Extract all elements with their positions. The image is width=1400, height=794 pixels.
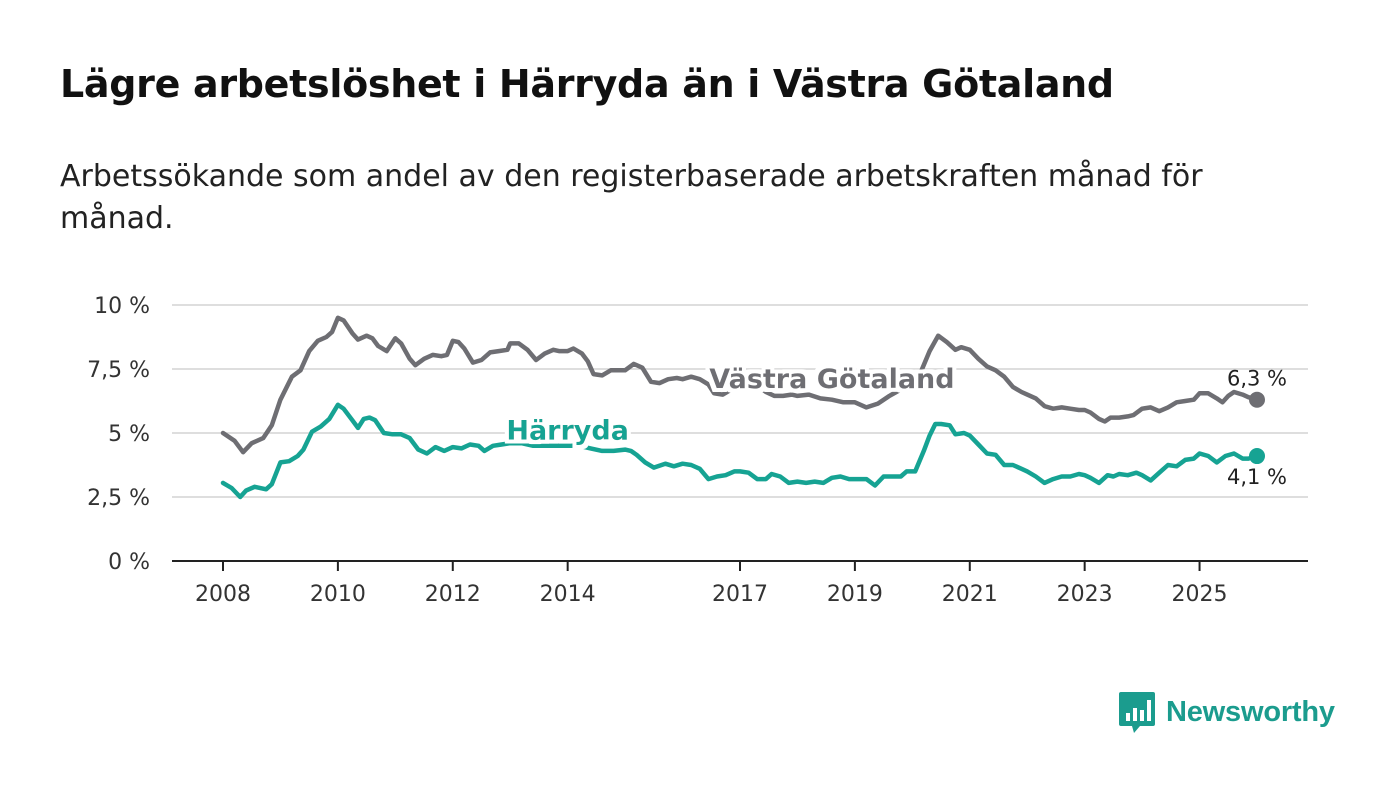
series-line [220, 402, 1260, 500]
series-name-label: Västra Götaland [709, 364, 954, 395]
series-labels: 6,3 % 4,1 % Västra Götaland Härryda [506, 364, 1287, 489]
series-end-label: 4,1 % [1227, 465, 1287, 489]
x-tick-label: 2017 [712, 582, 768, 607]
series-end-dot [1249, 391, 1265, 408]
y-tick-label: 2,5 % [87, 486, 150, 511]
axes: 0 % 2,5 % 5 % 7,5 % 10 % 2008 2010 2012 2014 2017… [87, 294, 1308, 607]
y-tick-label: 10 % [94, 294, 150, 319]
x-tick-label: 2021 [942, 582, 998, 607]
x-tick-label: 2008 [195, 582, 251, 607]
y-tick-label: 7,5 % [87, 358, 150, 383]
x-tick-label: 2012 [425, 582, 481, 607]
x-tick-label: 2019 [827, 582, 883, 607]
y-tick-label: 5 % [108, 422, 150, 447]
series-lines [220, 315, 1265, 500]
x-tick-label: 2025 [1172, 582, 1228, 607]
series-name-label: Härryda [506, 415, 629, 446]
newsworthy-chart-bubble-icon [1119, 692, 1155, 733]
newsworthy-logo: Newsworthy [1118, 690, 1335, 734]
grid-lines [172, 304, 1308, 498]
series-line [220, 315, 1260, 455]
series-end-dot [1249, 448, 1265, 465]
y-tick-label: 0 % [108, 550, 150, 575]
chart-title: Lägre arbetslöshet i Härryda än i Västra… [60, 62, 1114, 106]
x-tick-label: 2010 [310, 582, 366, 607]
series-end-label: 6,3 % [1227, 367, 1287, 391]
x-tick-label: 2023 [1057, 582, 1113, 607]
chart-subtitle: Arbetssökande som andel av den registerb… [60, 159, 1203, 236]
x-tick-label: 2014 [540, 582, 596, 607]
logo-text: Newsworthy [1166, 695, 1335, 728]
